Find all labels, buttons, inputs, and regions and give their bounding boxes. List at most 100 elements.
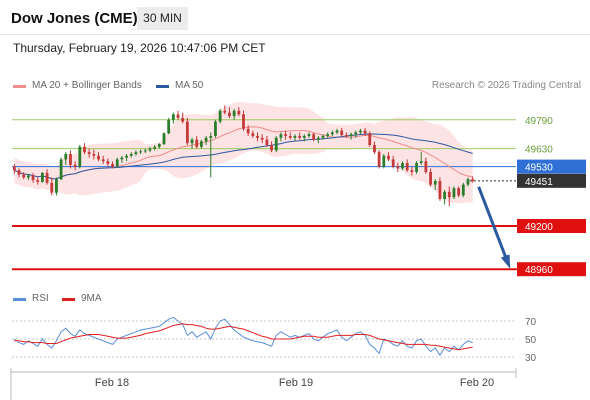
candle-body xyxy=(26,175,30,178)
candle-body xyxy=(101,159,105,162)
candle-body xyxy=(387,155,390,160)
candle-body xyxy=(419,161,423,163)
candle-body xyxy=(111,163,114,167)
level-label-49790: 49790 xyxy=(525,116,553,127)
candle-body xyxy=(242,114,245,129)
legend-label-9ma: 9MA xyxy=(81,293,102,304)
candle-body xyxy=(214,121,217,136)
candle-body xyxy=(200,141,203,147)
candle-body xyxy=(125,155,128,158)
rsi-tick-label-70: 70 xyxy=(525,317,537,328)
level-tag-49200 xyxy=(517,219,586,233)
candle-body xyxy=(461,184,465,196)
candle-body xyxy=(190,139,194,144)
candle-body xyxy=(401,163,404,169)
candle-body xyxy=(143,150,147,152)
candle-body xyxy=(293,136,297,138)
candle-body xyxy=(209,136,213,138)
candle-body xyxy=(344,135,348,137)
candle-body xyxy=(59,159,63,180)
candle-body xyxy=(466,179,470,185)
ma50-line xyxy=(14,133,473,180)
candle-body xyxy=(115,159,119,167)
candle-body xyxy=(12,166,16,171)
candle-body xyxy=(176,114,180,118)
candle-body xyxy=(415,163,418,172)
candle-body xyxy=(349,134,353,136)
candle-body xyxy=(181,118,185,122)
candle-body xyxy=(17,170,21,175)
candle-body xyxy=(312,134,316,140)
candle-body xyxy=(330,132,334,135)
legend-label-ma20: MA 20 + Bollinger Bands xyxy=(32,80,142,91)
candle-body xyxy=(433,181,437,185)
candle-body xyxy=(139,151,143,153)
candle-body xyxy=(443,191,447,199)
candle-body xyxy=(359,130,362,133)
legend-swatch-ma50 xyxy=(156,85,169,88)
instrument-title: Dow Jones (CME) xyxy=(11,10,138,27)
candle-body xyxy=(256,136,259,138)
level-label-48960: 48960 xyxy=(525,265,553,276)
candle-body xyxy=(274,137,278,151)
candle-body xyxy=(185,121,189,144)
candle-body xyxy=(260,137,264,140)
candle-body xyxy=(284,134,287,136)
level-label-49200: 49200 xyxy=(525,222,553,233)
forecast-arrow-shaft xyxy=(477,186,510,264)
timeframe-badge[interactable]: 30 MIN xyxy=(137,7,188,30)
candle-body xyxy=(340,130,344,136)
candle-body xyxy=(134,152,138,154)
level-tag-48960 xyxy=(517,262,586,277)
candle-body xyxy=(157,144,161,147)
candle-body xyxy=(106,161,110,164)
candle-body xyxy=(78,146,82,167)
candle-body xyxy=(307,134,311,136)
candle-body xyxy=(302,136,306,138)
candle-body xyxy=(195,139,199,147)
candle-body xyxy=(298,136,302,138)
candle-body xyxy=(36,180,40,182)
x-tick-label: Feb 20 xyxy=(460,377,494,389)
rsi-line xyxy=(13,316,473,357)
candle-body xyxy=(129,154,133,156)
candle-body xyxy=(382,155,386,167)
candle-body xyxy=(153,146,157,149)
candle-body xyxy=(171,114,175,120)
candle-body xyxy=(251,133,255,136)
candle-body xyxy=(83,146,86,153)
level-tag-49530 xyxy=(517,159,586,174)
candle-body xyxy=(405,163,409,171)
candle-body xyxy=(279,134,283,138)
rsi-9ma-line xyxy=(14,323,473,351)
candle-body xyxy=(64,154,68,160)
candle-body xyxy=(237,110,241,115)
candle-body xyxy=(167,119,171,134)
candle-body xyxy=(45,172,49,183)
candle-body xyxy=(363,130,367,134)
candle-body xyxy=(447,191,451,198)
candle-body xyxy=(223,110,227,113)
candle-body xyxy=(232,110,236,117)
candle-body xyxy=(377,152,381,167)
candle-body xyxy=(246,128,250,134)
level-tag-49451 xyxy=(517,173,586,188)
legend-swatch-ma20 xyxy=(13,85,26,88)
candle-body xyxy=(424,161,428,172)
candle-body xyxy=(50,182,54,193)
legend-label-rsi: RSI xyxy=(32,293,49,304)
legend-swatch-rsi xyxy=(13,298,26,301)
candle-body xyxy=(321,136,325,138)
candle-body xyxy=(373,145,376,153)
candle-body xyxy=(326,134,330,136)
candle-body xyxy=(471,179,475,181)
candle-body xyxy=(368,133,372,145)
candle-body xyxy=(429,172,432,185)
candle-body xyxy=(228,112,231,117)
level-label-49630: 49630 xyxy=(525,145,553,156)
candle-body xyxy=(162,133,166,145)
candle-body xyxy=(218,110,222,122)
header-divider xyxy=(0,34,590,35)
candle-body xyxy=(270,145,273,151)
x-tick-label: Feb 18 xyxy=(95,377,129,389)
